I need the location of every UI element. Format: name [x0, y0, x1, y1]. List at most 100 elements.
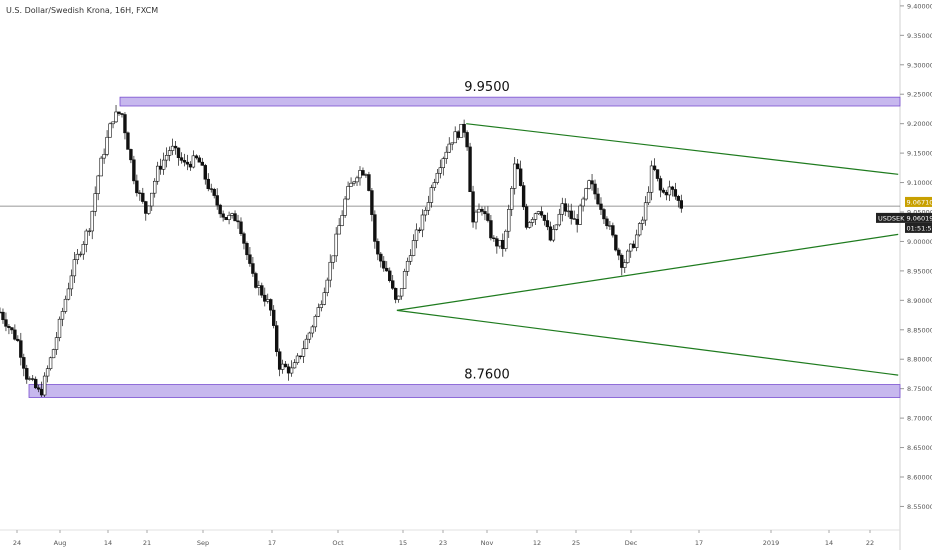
x-tick-label: 15 — [399, 539, 407, 547]
candle-body — [192, 156, 195, 167]
candle-body — [359, 170, 362, 177]
candle-body — [513, 164, 516, 188]
x-tick-label: Aug — [54, 539, 67, 547]
x-tick-label: 21 — [143, 539, 151, 547]
candle-body — [674, 189, 677, 196]
candle-body — [0, 312, 1, 313]
candle-body — [5, 320, 8, 327]
candle-body — [620, 255, 623, 267]
candle-body — [350, 183, 353, 186]
y-tick-label: 8.60000 — [907, 474, 932, 482]
candle-body — [130, 149, 133, 159]
candle-body — [106, 137, 109, 154]
candle-body — [436, 173, 439, 182]
x-tick-label: 17 — [695, 539, 703, 547]
x-tick-label: 14 — [825, 539, 833, 547]
candle-body — [40, 389, 43, 395]
candle-body — [314, 316, 317, 327]
candle-body — [85, 231, 88, 244]
candle-body — [400, 289, 403, 296]
candle-body — [403, 271, 406, 288]
candle-body — [662, 190, 665, 192]
candle-body — [626, 251, 629, 262]
candle-body — [335, 234, 338, 256]
candle-body — [162, 160, 165, 169]
candle-body — [442, 159, 445, 168]
candle-body — [647, 192, 650, 202]
candle-body — [124, 115, 127, 133]
candle-body — [82, 244, 85, 254]
candle-body — [299, 356, 302, 357]
candle-body — [406, 261, 409, 271]
candle-body — [79, 254, 82, 255]
candle-body — [275, 326, 278, 352]
candle-body — [632, 244, 635, 248]
candle-body — [329, 262, 332, 280]
candle-body — [332, 256, 335, 262]
candle-body — [254, 273, 257, 287]
candle-body — [112, 122, 115, 124]
candle-body — [650, 166, 653, 192]
candle-body — [91, 211, 94, 231]
candle-body — [296, 356, 299, 363]
candle-body — [495, 239, 498, 246]
candle-body — [49, 358, 52, 369]
candle-body — [370, 191, 373, 215]
candle-body — [412, 241, 415, 256]
candle-body — [570, 211, 573, 219]
candle-body — [135, 181, 138, 193]
candle-body — [347, 186, 350, 199]
candle-body — [13, 330, 16, 339]
candle-body — [156, 166, 159, 181]
candle-body — [573, 219, 576, 220]
candle-body — [281, 364, 284, 369]
candle-body — [183, 160, 186, 162]
candle-body — [463, 124, 466, 132]
candle-body — [677, 196, 680, 200]
candle-body — [588, 181, 591, 189]
candle-body — [567, 211, 570, 212]
candle-body — [510, 188, 513, 209]
x-tick-label: 24 — [13, 539, 21, 547]
candle-body — [88, 231, 91, 232]
candle-body — [614, 235, 617, 250]
candle-body — [492, 238, 495, 239]
candle-body — [234, 214, 237, 221]
candle-body — [201, 162, 204, 165]
candle-body — [115, 112, 118, 122]
candle-body — [427, 202, 430, 210]
candle-body — [564, 204, 567, 212]
candle-body — [31, 379, 34, 380]
y-tick-label: 8.65000 — [907, 444, 932, 452]
chart-title: U.S. Dollar/Swedish Krona, 16H, FXCM — [6, 6, 158, 15]
candle-body — [448, 144, 451, 152]
candle-body — [11, 328, 14, 330]
candle-body — [457, 132, 460, 138]
candle-body — [611, 226, 614, 236]
candle-body — [582, 199, 585, 206]
candle-body — [481, 209, 484, 211]
candle-body — [394, 288, 397, 299]
candle-body — [61, 311, 64, 319]
candle-body — [507, 209, 510, 231]
candle-body — [263, 295, 266, 301]
candle-body — [644, 203, 647, 220]
candle-body — [138, 193, 141, 194]
candle-body — [174, 146, 177, 148]
candle-body — [16, 339, 19, 340]
candle-body — [379, 254, 382, 261]
y-tick-label: 8.70000 — [907, 415, 932, 423]
candle-body — [52, 350, 55, 358]
last-price-value: 9.06019 — [907, 214, 932, 222]
candle-body — [540, 212, 543, 216]
candle-body — [531, 219, 534, 222]
candle-body — [249, 255, 252, 264]
candle-body — [225, 217, 228, 219]
candle-body — [433, 183, 436, 188]
candle-body — [290, 368, 293, 373]
y-tick-label: 9.25000 — [907, 91, 932, 99]
descending-projection-line — [397, 310, 898, 375]
candle-body — [37, 388, 40, 390]
y-tick-label: 9.30000 — [907, 61, 932, 69]
